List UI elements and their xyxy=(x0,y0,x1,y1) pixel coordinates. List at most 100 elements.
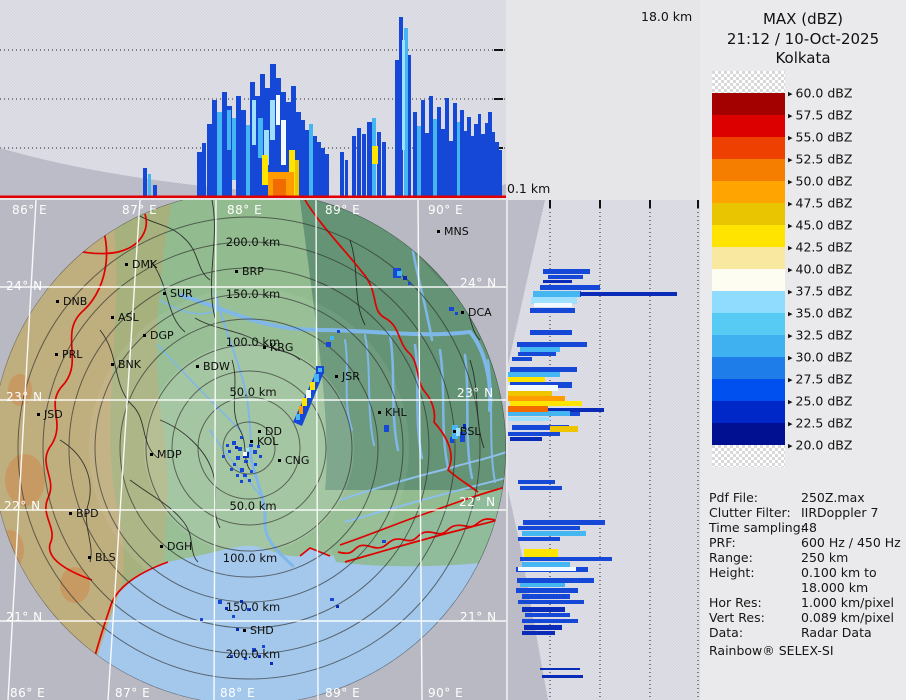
city-label: SUR xyxy=(163,287,193,300)
legend-entry: ▸ 37.5 dBZ xyxy=(788,283,853,299)
grid-label: 87° E xyxy=(122,203,158,217)
xz-cross-section-plot xyxy=(0,17,506,198)
legend-entry: ▸ 57.5 dBZ xyxy=(788,107,853,123)
checker-band xyxy=(712,445,785,467)
city-dot xyxy=(150,453,153,456)
tick-arrow-icon: ▸ xyxy=(788,331,793,342)
tick-arrow-icon: ▸ xyxy=(788,133,793,144)
city-label: DD xyxy=(258,425,282,438)
tick-arrow-icon: ▸ xyxy=(788,221,793,232)
grid-label: 23° N xyxy=(6,390,43,404)
color-band xyxy=(712,423,785,445)
city-label: BPD xyxy=(69,507,99,520)
city-dot xyxy=(111,363,114,366)
city-dot xyxy=(37,413,40,416)
legend-entry: ▸ 45.0 dBZ xyxy=(788,217,853,233)
legend-entry: ▸ 35.0 dBZ xyxy=(788,305,853,321)
legend-entry: ▸ 55.0 dBZ xyxy=(788,129,853,145)
range-ring-label: 50.0 km xyxy=(229,499,277,513)
color-band xyxy=(712,269,785,291)
beam-blockage-wedge xyxy=(0,148,340,197)
city-dot xyxy=(143,334,146,337)
xz-baseline xyxy=(0,195,506,198)
tick-arrow-icon: ▸ xyxy=(788,265,793,276)
color-band xyxy=(712,401,785,423)
grid-label: 86° E xyxy=(12,203,48,217)
grid-label: 87° E xyxy=(115,686,151,700)
tick-arrow-icon: ▸ xyxy=(788,375,793,386)
city-dot xyxy=(125,263,128,266)
city-dot xyxy=(243,629,246,632)
city-label: BRP xyxy=(235,265,264,278)
grid-label: 88° E xyxy=(220,686,256,700)
tick-arrow-icon: ▸ xyxy=(788,199,793,210)
city-dot xyxy=(378,411,381,414)
city-label: DGH xyxy=(160,540,192,553)
color-band xyxy=(712,291,785,313)
city-dot xyxy=(461,311,464,314)
beam-blockage-wedge xyxy=(508,200,545,365)
grid-label: 89° E xyxy=(325,686,361,700)
city-label: JSR xyxy=(335,370,360,383)
min-height-label: 0.1 km xyxy=(507,181,551,196)
city-label: SHD xyxy=(243,624,274,637)
xz-cross-section-panel xyxy=(0,0,506,198)
axis-label-area: 18.0 km 0.1 km xyxy=(506,0,700,200)
grid-label: 22° N xyxy=(459,495,496,509)
product-timestamp: 21:12 / 10-Oct-2025 xyxy=(726,30,880,48)
legend-entry: ▸ 47.5 dBZ xyxy=(788,195,853,211)
city-label: BSL xyxy=(453,425,480,438)
range-ring-label: 100.0 km xyxy=(225,335,281,349)
tick-arrow-icon: ▸ xyxy=(788,287,793,298)
city-dot xyxy=(69,512,72,515)
color-band xyxy=(712,115,785,137)
tick-arrow-icon: ▸ xyxy=(788,89,793,100)
city-label: BDW xyxy=(196,360,230,373)
city-dot xyxy=(88,556,91,559)
station-name: Kolkata xyxy=(775,49,831,67)
grid-label: 90° E xyxy=(428,203,464,217)
city-label: DNB xyxy=(56,295,87,308)
yz-cross-section-plot xyxy=(508,200,699,700)
software-branding: Rainbow® SELEX-SI xyxy=(709,643,834,658)
color-band xyxy=(712,335,785,357)
city-dot xyxy=(160,545,163,548)
city-dot xyxy=(335,375,338,378)
city-dot xyxy=(258,430,261,433)
checker-band xyxy=(712,71,785,93)
map-graphics xyxy=(0,200,506,700)
tick-arrow-icon: ▸ xyxy=(788,441,793,452)
graticule xyxy=(0,200,506,700)
city-label: PRL xyxy=(55,348,82,361)
city-dot xyxy=(111,316,114,319)
range-ring-label: 200.0 km xyxy=(225,235,281,249)
city-label: CNG xyxy=(278,454,309,467)
radar-map-panel: 86° E 87° E 88° E 89° E 90° E 86° E 87° E 88° E… xyxy=(0,200,506,700)
city-dot xyxy=(263,346,266,349)
grid-label: 24° N xyxy=(6,279,43,293)
legend-entry: ▸ 32.5 dBZ xyxy=(788,327,853,343)
grid-label: 90° E xyxy=(428,686,464,700)
city-dot xyxy=(196,365,199,368)
tick-arrow-icon: ▸ xyxy=(788,419,793,430)
legend-entry: ▸ 42.5 dBZ xyxy=(788,239,853,255)
legend-entry: ▸ 40.0 dBZ xyxy=(788,261,853,277)
city-dot xyxy=(437,230,440,233)
city-label: ASL xyxy=(111,311,139,324)
color-band xyxy=(712,159,785,181)
range-ring-label: 150.0 km xyxy=(225,600,281,614)
legend-entry: ▸ 52.5 dBZ xyxy=(788,151,853,167)
city-label: JSD xyxy=(37,408,63,421)
city-label: MNS xyxy=(437,225,469,238)
grid-label: 21° N xyxy=(6,610,43,624)
city-dot xyxy=(250,440,253,443)
city-label: DGP xyxy=(143,329,174,342)
yz-echo-layer xyxy=(508,269,677,678)
legend-entry: ▸ 22.5 dBZ xyxy=(788,415,853,431)
legend-entry: ▸ 30.0 dBZ xyxy=(788,349,853,365)
color-band xyxy=(712,379,785,401)
max-height-label: 18.0 km xyxy=(641,9,693,24)
product-title: MAX (dBZ) xyxy=(762,10,844,28)
grid-label: 86° E xyxy=(10,686,46,700)
